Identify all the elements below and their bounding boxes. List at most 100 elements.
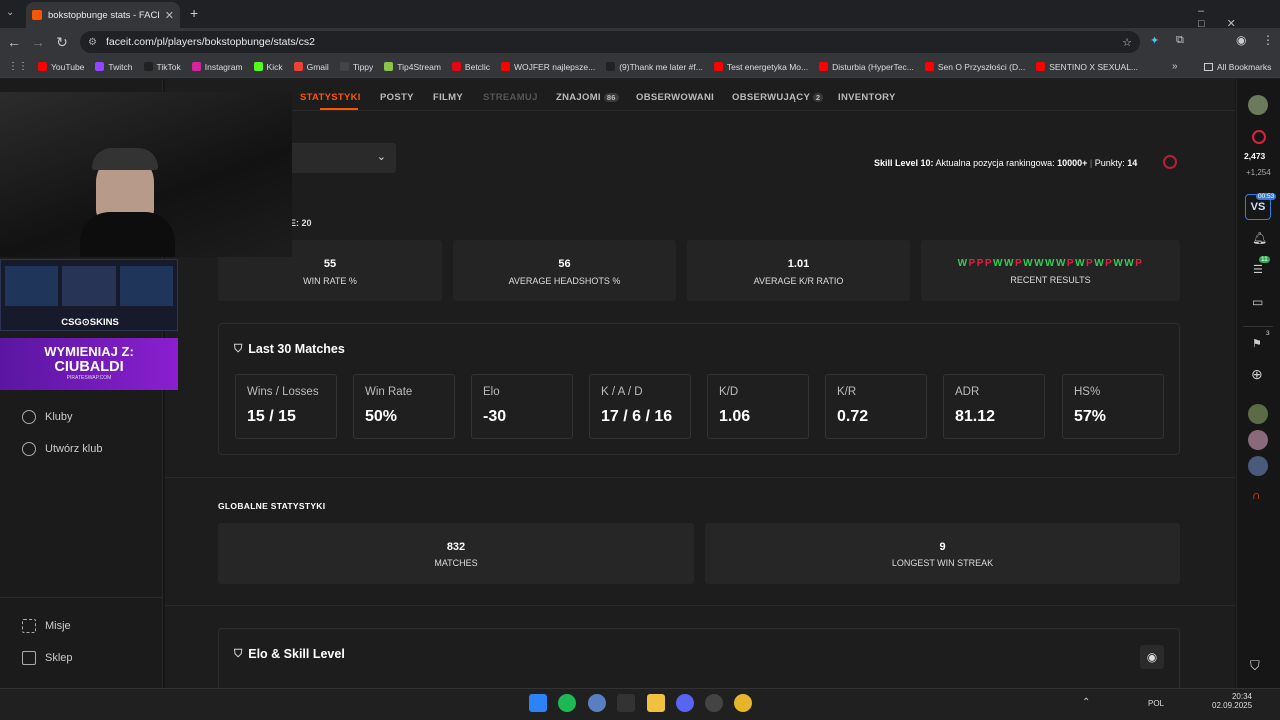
spotify-icon[interactable] (558, 694, 576, 712)
all-bookmarks-button[interactable]: All Bookmarks (1204, 62, 1271, 72)
apps-grid-icon[interactable]: ⋮⋮ (8, 61, 28, 72)
clock[interactable]: 20:34 02.09.2025 (1212, 692, 1252, 710)
chevron-down-icon: ⌄ (376, 151, 386, 163)
match-stat-card: Elo -30 (471, 374, 573, 439)
reload-icon[interactable]: ↻ (56, 33, 68, 50)
result-letter: W (957, 258, 969, 269)
result-letter: W (1075, 258, 1087, 269)
bookmark-item[interactable]: YouTube (38, 62, 84, 72)
more-bookmarks-icon[interactable]: » (1172, 61, 1178, 72)
file-explorer-icon[interactable] (647, 694, 665, 712)
bookmark-item[interactable]: Kick (253, 62, 283, 72)
friend-avatar[interactable] (1248, 404, 1268, 424)
bookmark-item[interactable]: Gmail (293, 62, 329, 72)
bookmark-item[interactable]: WOJFER najlepsze... (500, 62, 595, 72)
user-avatar[interactable] (1248, 95, 1268, 115)
address-bar[interactable]: ⚙ faceit.com/pl/players/bokstopbunge/sta… (80, 31, 1140, 53)
profile-icon[interactable]: ◉ (1236, 33, 1247, 47)
friend-avatar[interactable] (1248, 456, 1268, 476)
ciubaldi-ad-banner: WYMIENIAJ Z: CIUBALDI PIRATESWAP.COM (0, 338, 178, 390)
tab-inventory[interactable]: INVENTORY (838, 92, 896, 103)
missions-icon (22, 619, 36, 633)
language-indicator[interactable]: POL (1148, 699, 1165, 708)
headset-icon[interactable]: ∩ (1252, 488, 1261, 502)
bookmark-item[interactable]: Tip4Stream (384, 62, 441, 72)
bookmark-favicon-icon (95, 62, 105, 71)
sidebar-item-clubs[interactable]: Kluby (22, 410, 73, 424)
skill-badge-icon (1252, 130, 1266, 144)
match-stat-value: 0.72 (837, 408, 869, 425)
recent-results-list: WPPPWWPWWWWPWPWPWWP (921, 258, 1180, 269)
chat-icon[interactable]: ▭ (1252, 295, 1264, 309)
match-stat-label: HS% (1074, 386, 1101, 398)
skill-level-label: Skill Level 10: (874, 158, 934, 168)
bookmark-favicon-icon (339, 62, 349, 71)
window-controls[interactable]: –□✕ (1198, 5, 1258, 30)
eye-icon[interactable]: ◉ (1140, 645, 1164, 669)
bell-icon[interactable]: 🔔︎ (1252, 231, 1268, 245)
party-icon[interactable]: ⚑ (1252, 338, 1262, 350)
result-letter: W (1113, 258, 1125, 269)
bookmark-item[interactable]: (9)Thank me later #f... (606, 62, 703, 72)
tray-chevron-icon[interactable]: ⌃ (1082, 697, 1091, 708)
bookmark-item[interactable]: Sen O Przyszłości (D... (924, 62, 1025, 72)
new-tab-icon[interactable]: + (190, 5, 199, 21)
tab-filmy[interactable]: FILMY (433, 92, 463, 103)
stat-label: MATCHES (434, 558, 478, 568)
sidebar-item-shop[interactable]: Sklep (22, 651, 73, 665)
forward-icon[interactable]: → (31, 34, 45, 50)
party-count-badge: 3 (1266, 330, 1270, 337)
faceit-home-icon[interactable]: ⛉ (1250, 658, 1260, 673)
tab-obserwowani[interactable]: OBSERWOWANI (636, 92, 715, 103)
global-stats-title: GLOBALNE STATYSTYKI (218, 501, 326, 511)
tab-posty[interactable]: POSTY (380, 92, 414, 103)
tab-obserwujacy[interactable]: OBSERWUJĄCY 2 (732, 92, 824, 103)
bookmark-item[interactable]: SENTINO X SEXUAL... (1036, 62, 1138, 72)
bookmark-favicon-icon (819, 62, 829, 71)
stat-label: LONGEST WIN STREAK (891, 558, 994, 568)
app-icon[interactable] (588, 694, 606, 712)
bookmark-item[interactable]: Disturbia (HyperTec... (819, 62, 914, 72)
match-stat-label: Win Rate (365, 386, 413, 398)
tab-statystyki[interactable]: STATYSTYKI (300, 92, 361, 103)
tab-znajomi[interactable]: ZNAJOMI 86 (556, 92, 619, 103)
extension-icon[interactable]: ✦ (1150, 35, 1160, 47)
shop-bag-icon (22, 651, 36, 665)
app-icon-2[interactable] (705, 694, 723, 712)
match-stat-card: Wins / Losses 15 / 15 (235, 374, 337, 439)
result-letter: P (1135, 258, 1144, 269)
elo-change: +1,254 (1246, 168, 1271, 177)
sidebar-item-create-club[interactable]: Utwórz klub (22, 442, 102, 456)
sidebar-item-missions[interactable]: Misje (22, 619, 71, 633)
bookmark-item[interactable]: TikTok (143, 62, 181, 72)
points-label: Punkty: (1094, 158, 1128, 168)
bookmark-item[interactable]: Tippy (339, 62, 373, 72)
bookmark-item[interactable]: Betclic (451, 62, 490, 72)
close-tab-icon[interactable]: ✕ (164, 9, 174, 22)
tab-search-icon[interactable]: ⌄ (6, 7, 15, 18)
discord-icon[interactable] (676, 694, 694, 712)
bookmark-item[interactable]: Instagram (191, 62, 243, 72)
add-circle-icon[interactable]: ⊕ (1251, 366, 1263, 382)
bookmark-item[interactable]: Test energetyka Mo... (713, 62, 808, 72)
result-letter: W (1124, 258, 1136, 269)
bookmark-favicon-icon (451, 62, 461, 71)
bookmark-item[interactable]: Twitch (95, 62, 133, 72)
bookmark-label: Tip4Stream (397, 61, 441, 72)
separator: | (1087, 158, 1095, 168)
menu-icon[interactable]: ⋮ (1262, 33, 1274, 47)
friends-icon[interactable]: ☰ (1253, 264, 1263, 276)
windows-start-icon[interactable] (529, 694, 547, 712)
extensions-puzzle-icon[interactable]: ⧉ (1176, 34, 1184, 46)
site-info-icon[interactable]: ⚙ (88, 36, 97, 48)
bookmark-favicon-icon (38, 62, 47, 71)
stat-card-matches: 832 MATCHES (218, 523, 694, 584)
result-letter: P (976, 258, 985, 269)
faceit-logo-icon: ⛉ (234, 647, 243, 660)
epic-games-icon[interactable] (617, 694, 635, 712)
bookmark-star-icon[interactable]: ☆ (1122, 36, 1132, 49)
chrome-icon[interactable] (734, 694, 752, 712)
friend-avatar[interactable] (1248, 430, 1268, 450)
back-icon[interactable]: ← (7, 34, 21, 50)
browser-tab[interactable]: bokstopbunge stats - FACEIT.co ✕ (26, 2, 180, 28)
